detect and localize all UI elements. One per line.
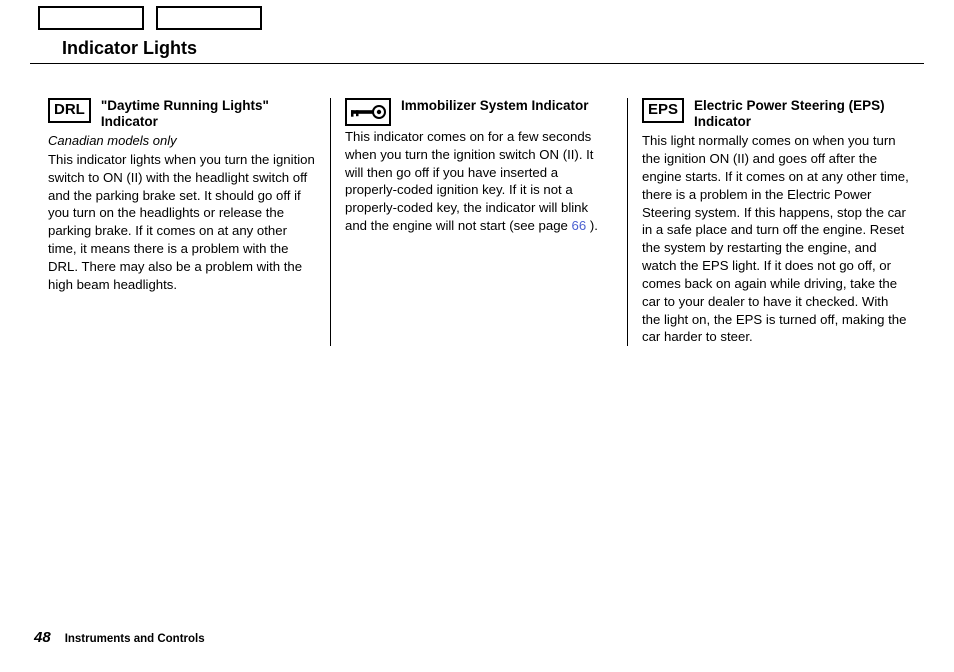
- eps-body: This light normally comes on when you tu…: [642, 132, 910, 346]
- drl-icon: DRL: [48, 98, 91, 123]
- eps-header: EPS Electric Power Steering (EPS) Indica…: [642, 98, 910, 130]
- column-drl: DRL "Daytime Running Lights" Indicator C…: [34, 98, 330, 346]
- column-immobilizer: Immobilizer System Indicator This indica…: [330, 98, 627, 346]
- nav-box-1[interactable]: [38, 6, 144, 30]
- drl-header: DRL "Daytime Running Lights" Indicator: [48, 98, 316, 130]
- immobilizer-body: This indicator comes on for a few second…: [345, 128, 613, 235]
- page-ref-link[interactable]: 66: [572, 218, 587, 233]
- content-columns: DRL "Daytime Running Lights" Indicator C…: [0, 64, 954, 346]
- immobilizer-header: Immobilizer System Indicator: [345, 98, 613, 126]
- column-eps: EPS Electric Power Steering (EPS) Indica…: [627, 98, 924, 346]
- nav-box-2[interactable]: [156, 6, 262, 30]
- drl-title: "Daytime Running Lights" Indicator: [101, 98, 316, 130]
- footer-section-title: Instruments and Controls: [65, 633, 205, 645]
- eps-icon: EPS: [642, 98, 684, 123]
- immobilizer-title: Immobilizer System Indicator: [401, 98, 589, 114]
- page-title: Indicator Lights: [30, 30, 924, 64]
- key-icon: [345, 98, 391, 126]
- immobilizer-body-pre: This indicator comes on for a few second…: [345, 129, 593, 233]
- top-nav-boxes: [0, 0, 954, 30]
- page-number: 48: [34, 629, 51, 646]
- page-footer: 48 Instruments and Controls: [34, 629, 205, 646]
- drl-subnote: Canadian models only: [48, 132, 316, 150]
- immobilizer-body-post: ).: [586, 218, 598, 233]
- eps-title: Electric Power Steering (EPS) Indicator: [694, 98, 910, 130]
- drl-body: This indicator lights when you turn the …: [48, 151, 316, 294]
